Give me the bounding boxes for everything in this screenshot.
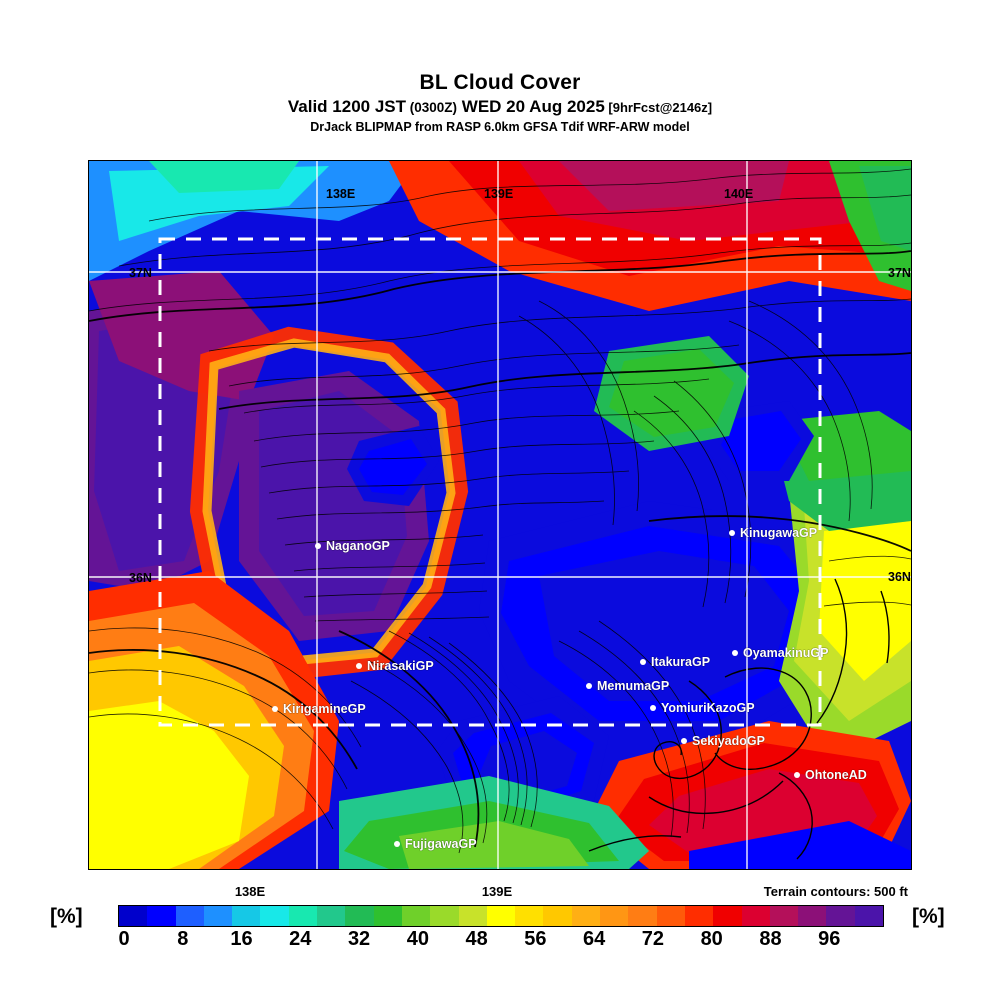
colorbar-tick-label: 72 <box>641 928 665 950</box>
colorbar-swatch <box>543 906 572 926</box>
colorbar-unit-right: [%] <box>912 905 945 928</box>
colorbar-tick-label: 8 <box>177 928 189 950</box>
lon-label-inside: 139E <box>484 187 514 201</box>
cloud-cover-field <box>89 161 911 869</box>
terrain-contour-note: Terrain contours: 500 ft <box>763 884 908 899</box>
lon-tick-bottom: 138E <box>234 884 266 899</box>
colorbar[interactable] <box>118 905 884 927</box>
lat-label-inside: 36N <box>129 571 152 585</box>
colorbar-swatch <box>401 906 431 926</box>
lat-label-inside: 37N <box>129 266 152 280</box>
colorbar-swatch <box>345 906 374 926</box>
forecast-age: [9hrFcst@2146z] <box>608 100 713 115</box>
valid-utc-value: (0300Z) <box>409 100 458 115</box>
valid-time-line: Valid 1200 JST (0300Z) WED 20 Aug 2025 [… <box>0 97 1000 117</box>
colorbar-swatch <box>147 906 176 926</box>
colorbar-unit-left: [%] <box>50 905 83 928</box>
colorbar-swatch <box>769 906 799 926</box>
colorbar-tick-label: 0 <box>118 928 130 950</box>
colorbar-swatch <box>600 906 629 926</box>
lat-label-right: 37N <box>888 266 911 280</box>
colorbar-swatch <box>628 906 657 926</box>
colorbar-tick-label: 80 <box>700 928 723 950</box>
valid-date: WED 20 Aug 2025 <box>461 97 605 116</box>
lon-label-inside: 138E <box>326 187 356 201</box>
colorbar-swatch <box>373 906 402 926</box>
colorbar-tick-label: 40 <box>406 928 429 950</box>
colorbar-swatch <box>656 906 685 926</box>
colorbar-tick-label: 24 <box>289 928 312 950</box>
lon-tick-bottom: 139E <box>481 884 513 899</box>
map-canvas[interactable]: 138E 139E 140E 37N 36N NaganoGP Kinugawa… <box>88 160 912 870</box>
colorbar-swatch <box>260 906 289 926</box>
colorbar-swatch <box>430 906 459 926</box>
page-title: BL Cloud Cover <box>419 71 581 94</box>
colorbar-tick-label: 16 <box>230 928 253 950</box>
model-subtitle: DrJack BLIPMAP from RASP 6.0km GFSA Tdif… <box>310 120 690 134</box>
colorbar-swatch <box>571 906 601 926</box>
colorbar-tick-label: 96 <box>818 928 841 950</box>
colorbar-swatch <box>515 906 544 926</box>
colorbar-swatch <box>826 906 855 926</box>
title-block: BL Cloud Cover Valid 1200 JST (0300Z) WE… <box>0 0 1000 135</box>
colorbar-tick-label: 32 <box>347 928 371 950</box>
colorbar-swatch <box>458 906 487 926</box>
colorbar-swatch <box>203 906 233 926</box>
valid-prefix: Valid 1200 JST <box>287 97 407 116</box>
colorbar-swatch <box>175 906 204 926</box>
colorbar-swatch <box>486 906 516 926</box>
colorbar-swatch <box>317 906 346 926</box>
colorbar-swatch <box>798 906 827 926</box>
lon-label-inside: 140E <box>724 187 754 201</box>
colorbar-swatch <box>232 906 261 926</box>
colorbar-swatch <box>684 906 714 926</box>
colorbar-swatch <box>713 906 742 926</box>
colorbar-swatch <box>741 906 770 926</box>
colorbar-tick-label: 56 <box>524 928 547 950</box>
colorbar-tick-label: 48 <box>465 928 488 950</box>
colorbar-swatch <box>288 906 318 926</box>
colorbar-swatch <box>854 906 884 926</box>
colorbar-swatch <box>119 906 148 926</box>
lat-label-right: 36N <box>888 570 911 584</box>
colorbar-tick-label: 64 <box>583 928 606 950</box>
colorbar-tick-label: 88 <box>759 928 782 950</box>
